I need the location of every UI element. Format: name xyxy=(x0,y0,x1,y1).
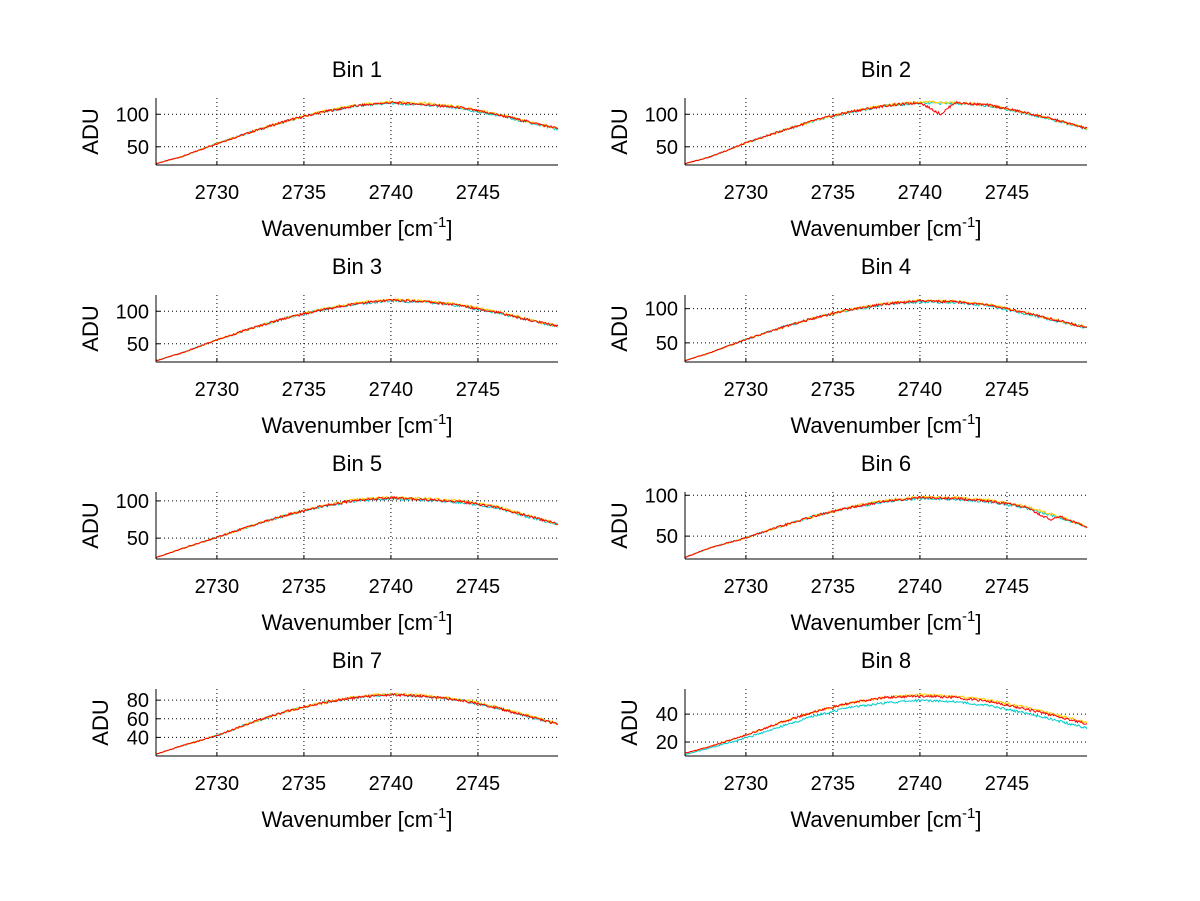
x-tick-label: 2745 xyxy=(985,773,1030,795)
x-tick-label: 2745 xyxy=(456,773,501,795)
subplot-1: Bin 1 2730 2735 2740 2745 50 100 ADU Wavenumber … xyxy=(78,57,559,241)
series-line xyxy=(155,298,559,361)
series-line xyxy=(685,495,1088,558)
y-axis-label: ADU xyxy=(78,108,103,154)
x-tick-label: 2730 xyxy=(195,379,240,401)
x-tick-label: 2735 xyxy=(282,576,327,598)
x-tick-label: 2735 xyxy=(811,576,856,598)
subplot-title: Bin 8 xyxy=(861,648,911,673)
series-line xyxy=(684,694,1088,754)
y-axis-label: ADU xyxy=(78,502,103,548)
y-axis-label: ADU xyxy=(607,108,632,154)
x-tick-label: 2730 xyxy=(724,576,769,598)
y-tick-label: 40 xyxy=(127,727,149,749)
subplot-title: Bin 7 xyxy=(332,648,382,673)
subplot-title: Bin 4 xyxy=(861,254,911,279)
y-axis-label: ADU xyxy=(88,699,113,745)
subplot-2: Bin 2 2730 2735 2740 2745 50 100 ADU Wavenumber … xyxy=(607,57,1088,241)
subplot-3: Bin 3 2730 2735 2740 2745 50 100 ADU Wavenumber … xyxy=(78,254,559,438)
x-tick-label: 2730 xyxy=(195,773,240,795)
y-tick-label: 100 xyxy=(645,299,678,321)
x-tick-label: 2740 xyxy=(898,576,943,598)
x-axis-label: Wavenumber [cm-1] xyxy=(790,608,981,635)
y-axis-label: ADU xyxy=(607,305,632,351)
x-tick-label: 2740 xyxy=(369,379,414,401)
series-line xyxy=(155,693,559,755)
x-axis-label: Wavenumber [cm-1] xyxy=(261,214,452,241)
y-tick-label: 60 xyxy=(127,709,149,731)
series-line xyxy=(155,495,559,558)
subplot-5: Bin 5 2730 2735 2740 2745 50 100 ADU Wavenumber … xyxy=(78,451,559,635)
y-tick-label: 100 xyxy=(645,485,678,507)
x-tick-label: 2740 xyxy=(898,182,943,204)
y-tick-label: 100 xyxy=(645,104,678,126)
subplot-title: Bin 3 xyxy=(332,254,382,279)
y-tick-label: 100 xyxy=(116,491,149,513)
y-tick-label: 50 xyxy=(127,528,149,550)
x-tick-label: 2740 xyxy=(898,379,943,401)
series-line xyxy=(684,299,1088,362)
subplot-title: Bin 2 xyxy=(861,57,911,82)
y-tick-label: 50 xyxy=(127,137,149,159)
x-tick-label: 2745 xyxy=(985,576,1030,598)
subplot-title: Bin 6 xyxy=(861,451,911,476)
x-tick-label: 2735 xyxy=(811,182,856,204)
y-tick-label: 50 xyxy=(127,334,149,356)
x-axis-label: Wavenumber [cm-1] xyxy=(790,805,981,832)
subplot-6: Bin 6 2730 2735 2740 2745 50 100 ADU Wavenumber … xyxy=(607,451,1088,635)
x-tick-label: 2735 xyxy=(811,379,856,401)
x-tick-label: 2730 xyxy=(724,379,769,401)
x-tick-label: 2745 xyxy=(456,379,501,401)
x-axis-label: Wavenumber [cm-1] xyxy=(790,411,981,438)
y-tick-label: 80 xyxy=(127,690,149,712)
x-axis-label: Wavenumber [cm-1] xyxy=(790,214,981,241)
series-line xyxy=(684,100,1088,165)
y-axis-label: ADU xyxy=(78,305,103,351)
y-tick-label: 50 xyxy=(656,333,678,355)
x-axis-label: Wavenumber [cm-1] xyxy=(261,608,452,635)
x-tick-label: 2735 xyxy=(282,182,327,204)
x-tick-label: 2735 xyxy=(282,379,327,401)
series-line xyxy=(685,496,1088,558)
x-tick-label: 2730 xyxy=(195,576,240,598)
x-tick-label: 2745 xyxy=(456,576,501,598)
y-tick-label: 40 xyxy=(656,704,678,726)
subplot-8: Bin 8 2730 2735 2740 2745 20 40 ADU Wavenumber [… xyxy=(617,648,1088,832)
subplot-title: Bin 5 xyxy=(332,451,382,476)
x-tick-label: 2745 xyxy=(456,182,501,204)
x-tick-label: 2740 xyxy=(898,773,943,795)
series-line xyxy=(684,698,1088,756)
subplot-title: Bin 1 xyxy=(332,57,382,82)
y-tick-label: 20 xyxy=(656,732,678,754)
x-tick-label: 2730 xyxy=(724,182,769,204)
x-tick-label: 2745 xyxy=(985,182,1030,204)
x-tick-label: 2740 xyxy=(369,773,414,795)
x-tick-label: 2745 xyxy=(985,379,1030,401)
y-tick-label: 100 xyxy=(116,301,149,323)
y-tick-label: 100 xyxy=(116,104,149,126)
y-tick-label: 50 xyxy=(656,137,678,159)
y-tick-label: 50 xyxy=(656,526,678,548)
x-tick-label: 2730 xyxy=(724,773,769,795)
series-line xyxy=(155,101,559,165)
x-tick-label: 2740 xyxy=(369,576,414,598)
x-tick-label: 2740 xyxy=(369,182,414,204)
y-axis-label: ADU xyxy=(607,502,632,548)
x-axis-label: Wavenumber [cm-1] xyxy=(261,411,452,438)
subplot-4: Bin 4 2730 2735 2740 2745 50 100 ADU Wavenumber … xyxy=(607,254,1088,438)
x-tick-label: 2735 xyxy=(811,773,856,795)
x-tick-label: 2730 xyxy=(195,182,240,204)
x-axis-label: Wavenumber [cm-1] xyxy=(261,805,452,832)
y-axis-label: ADU xyxy=(617,699,642,745)
x-tick-label: 2735 xyxy=(282,773,327,795)
